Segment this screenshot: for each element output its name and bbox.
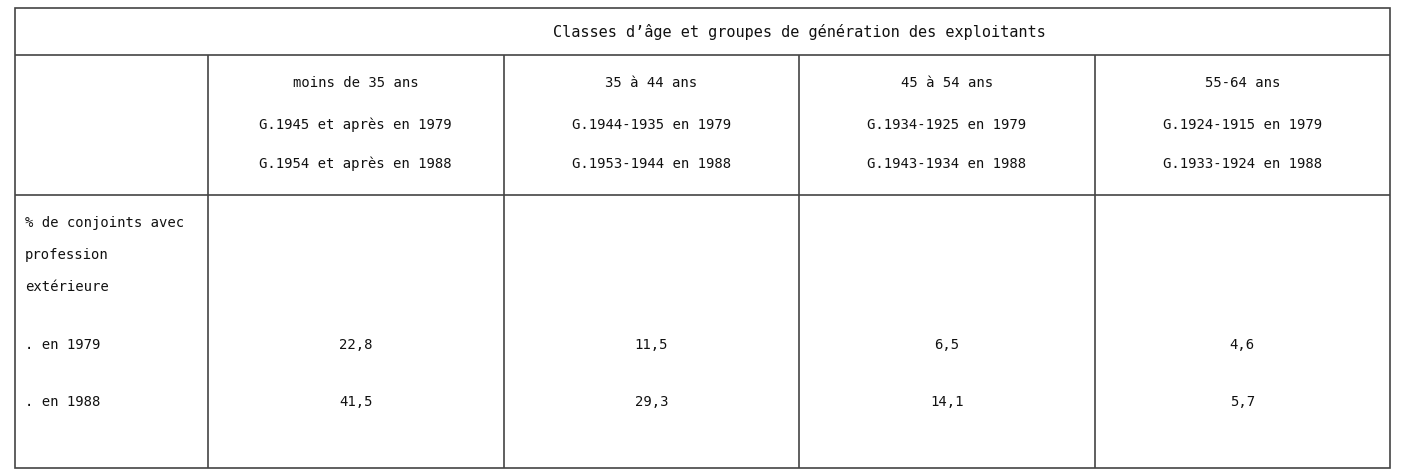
Text: 6,5: 6,5 [934, 338, 960, 352]
Text: G.1933-1924 en 1988: G.1933-1924 en 1988 [1163, 157, 1322, 171]
Text: moins de 35 ans: moins de 35 ans [293, 76, 418, 90]
Text: profession: profession [25, 248, 109, 262]
Text: 45 à 54 ans: 45 à 54 ans [901, 76, 993, 90]
Text: extérieure: extérieure [25, 280, 109, 294]
Text: 35 à 44 ans: 35 à 44 ans [605, 76, 697, 90]
Text: % de conjoints avec: % de conjoints avec [25, 216, 184, 230]
Text: 14,1: 14,1 [930, 396, 964, 409]
Text: . en 1988: . en 1988 [25, 396, 101, 409]
Text: 29,3: 29,3 [634, 396, 668, 409]
Text: G.1945 et après en 1979: G.1945 et après en 1979 [260, 118, 452, 132]
Text: Classes d’âge et groupes de génération des exploitants: Classes d’âge et groupes de génération d… [553, 23, 1045, 40]
Text: G.1924-1915 en 1979: G.1924-1915 en 1979 [1163, 118, 1322, 132]
Text: 4,6: 4,6 [1229, 338, 1254, 352]
Text: 22,8: 22,8 [340, 338, 373, 352]
Text: 5,7: 5,7 [1229, 396, 1254, 409]
Text: G.1943-1934 en 1988: G.1943-1934 en 1988 [867, 157, 1027, 171]
Text: G.1953-1944 en 1988: G.1953-1944 en 1988 [571, 157, 731, 171]
Text: 55-64 ans: 55-64 ans [1205, 76, 1280, 90]
Text: . en 1979: . en 1979 [25, 338, 101, 352]
Text: G.1934-1925 en 1979: G.1934-1925 en 1979 [867, 118, 1027, 132]
Text: 11,5: 11,5 [634, 338, 668, 352]
Text: G.1954 et après en 1988: G.1954 et après en 1988 [260, 157, 452, 171]
Text: 41,5: 41,5 [340, 396, 373, 409]
Text: G.1944-1935 en 1979: G.1944-1935 en 1979 [571, 118, 731, 132]
